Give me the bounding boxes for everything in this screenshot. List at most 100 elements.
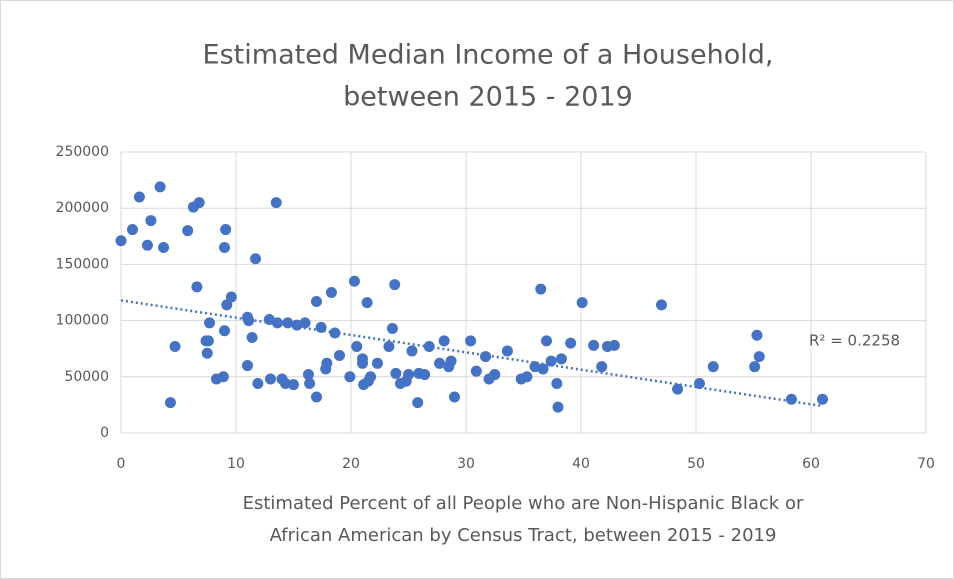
point: [535, 283, 547, 295]
y-tick-label: 250000: [56, 144, 109, 160]
point: [545, 355, 557, 367]
x-tick-label: 70: [917, 456, 935, 472]
point: [282, 317, 294, 329]
y-tick-label: 0: [100, 425, 109, 441]
chart-title: between 2015 - 2019: [343, 82, 633, 113]
point: [693, 378, 705, 390]
point: [541, 335, 552, 347]
point: [311, 391, 322, 403]
point: [351, 340, 363, 352]
point: [576, 297, 588, 309]
x-tick-label: 40: [572, 456, 590, 472]
point: [419, 369, 431, 381]
point: [246, 331, 258, 343]
point: [225, 291, 237, 303]
point: [242, 360, 253, 372]
point: [271, 317, 283, 329]
x-tick-label: 0: [117, 456, 126, 472]
point: [438, 335, 450, 347]
point: [191, 281, 203, 293]
point: [537, 363, 549, 375]
point: [288, 379, 299, 391]
point: [145, 215, 157, 227]
x-tick-label: 50: [687, 456, 705, 472]
point: [371, 357, 383, 369]
point: [219, 242, 230, 254]
point: [133, 191, 145, 203]
point: [707, 361, 719, 373]
point: [656, 299, 667, 311]
x-axis-title: African American by Census Tract, betwee…: [270, 525, 777, 546]
y-tick-label: 100000: [56, 313, 109, 329]
trendline: [120, 299, 823, 408]
point: [243, 315, 255, 327]
point: [749, 361, 761, 373]
point: [501, 345, 513, 357]
point: [465, 335, 477, 347]
y-tick-label: 200000: [56, 200, 109, 216]
point: [154, 181, 166, 193]
point: [250, 253, 262, 265]
point: [412, 397, 424, 409]
point: [480, 351, 492, 363]
point: [445, 355, 457, 367]
y-tick-label: 150000: [56, 256, 109, 272]
point: [362, 375, 374, 387]
point: [321, 357, 333, 369]
point: [565, 337, 577, 349]
point: [521, 371, 533, 383]
x-tick-label: 10: [227, 456, 245, 472]
point: [127, 224, 138, 236]
point: [608, 339, 620, 351]
point: [217, 371, 229, 383]
point: [220, 224, 232, 236]
point: [403, 369, 414, 381]
point: [202, 335, 214, 347]
point: [141, 239, 153, 251]
point: [299, 317, 311, 329]
point: [164, 397, 176, 409]
point: [434, 357, 446, 369]
point: [751, 329, 763, 341]
point: [302, 369, 314, 381]
point: [470, 365, 482, 377]
point: [551, 378, 563, 390]
point: [357, 357, 368, 369]
point: [406, 345, 418, 357]
point: [386, 322, 398, 334]
x-tick-label: 60: [802, 456, 820, 472]
point: [753, 351, 765, 363]
point: [325, 287, 337, 298]
point: [270, 197, 282, 209]
y-tick-label: 50000: [64, 369, 109, 385]
point: [219, 325, 230, 337]
point: [383, 340, 395, 352]
x-tick-label: 30: [457, 456, 475, 472]
point: [311, 295, 322, 307]
point: [449, 391, 460, 403]
point: [552, 401, 564, 413]
point: [672, 383, 684, 395]
point: [182, 225, 194, 237]
point: [817, 393, 828, 405]
chart-title: Estimated Median Income of a Household,: [203, 40, 774, 71]
point: [344, 371, 356, 383]
point: [555, 353, 567, 365]
point: [785, 393, 797, 405]
point: [169, 340, 181, 352]
point: [201, 347, 213, 359]
point: [252, 378, 264, 390]
point: [265, 373, 276, 385]
point: [158, 242, 170, 254]
point: [596, 361, 608, 373]
point: [279, 378, 291, 390]
point: [204, 317, 216, 329]
point: [390, 367, 402, 379]
x-axis-title: Estimated Percent of all People who are …: [243, 493, 804, 514]
point: [193, 197, 205, 209]
point: [489, 369, 501, 381]
point: [334, 349, 345, 361]
trendline-annotation: R² = 0.2258: [809, 332, 900, 350]
point: [588, 339, 600, 351]
x-tick-label: 20: [342, 456, 360, 472]
